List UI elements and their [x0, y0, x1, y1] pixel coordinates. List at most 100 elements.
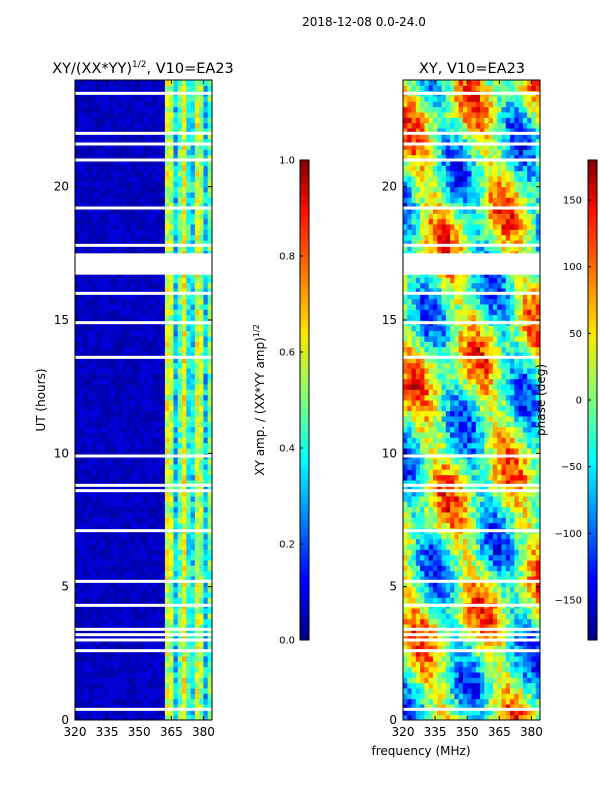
phase-cell: [497, 682, 502, 689]
amplitude-cell: [134, 570, 140, 577]
amplitude-cell: [147, 165, 153, 172]
amplitude-cell: [126, 341, 132, 348]
amplitude-cell: [199, 378, 204, 385]
amplitude-cell: [203, 394, 209, 401]
amplitude-cell: [186, 80, 192, 86]
amplitude-cell: [203, 128, 209, 134]
amplitude-cell: [87, 304, 93, 310]
amplitude-cell: [143, 346, 149, 353]
amplitude-cell: [147, 240, 153, 246]
phase-cell: [407, 586, 413, 593]
amplitude-cell: [75, 704, 80, 710]
amplitude-cell: [117, 554, 123, 561]
amplitude-cell: [207, 394, 213, 401]
phase-cell: [432, 698, 438, 705]
amplitude-cell: [117, 709, 123, 716]
amplitude-cell: [75, 709, 80, 716]
phase-cell: [510, 682, 515, 689]
phase-cell: [531, 666, 537, 673]
amplitude-cell: [139, 592, 144, 598]
amplitude-cell: [134, 666, 140, 673]
phase-cell: [531, 650, 537, 657]
phase-cell: [411, 560, 417, 566]
amplitude-cell: [173, 144, 179, 150]
amplitude-cell: [207, 560, 213, 566]
amplitude-cell: [207, 522, 213, 529]
phase-cell: [514, 624, 520, 630]
amplitude-masked-row: [75, 489, 212, 493]
amplitude-cell: [130, 389, 136, 396]
amplitude-cell: [79, 618, 85, 625]
amplitude-cell: [186, 688, 192, 694]
phase-cell: [484, 682, 490, 689]
amplitude-cell: [173, 341, 179, 348]
amplitude-cell: [92, 154, 97, 161]
phase-cell: [462, 618, 468, 625]
phase-cell: [411, 709, 417, 716]
amplitude-cell: [109, 373, 115, 380]
phase-cell: [415, 592, 421, 598]
phase-cell: [531, 629, 537, 636]
amplitude-cell: [169, 192, 174, 198]
amplitude-cell: [126, 634, 132, 641]
amplitude-cell: [139, 645, 144, 652]
phase-cell: [458, 549, 464, 556]
amplitude-cell: [182, 197, 187, 204]
amplitude-cell: [83, 597, 89, 604]
amplitude-cell: [104, 672, 110, 678]
amplitude-cell: [122, 245, 127, 252]
amplitude-cell: [152, 325, 157, 332]
phase-cell: [432, 565, 438, 572]
amplitude-cell: [126, 234, 132, 241]
amplitude-cell: [177, 352, 183, 358]
amplitude-cell: [87, 501, 93, 508]
phase-cell: [518, 650, 524, 657]
amplitude-cell: [87, 341, 93, 348]
amplitude-cell: [194, 426, 200, 433]
phase-cell: [497, 677, 502, 684]
amplitude-cell: [79, 517, 85, 524]
amplitude-cell: [169, 586, 174, 593]
amplitude-cell: [143, 373, 149, 380]
amplitude-cell: [156, 608, 162, 614]
amplitude-cell: [164, 634, 170, 641]
phase-cell: [518, 565, 524, 572]
amplitude-cell: [83, 298, 89, 305]
amplitude-cell: [207, 240, 213, 246]
phase-cell: [467, 586, 472, 593]
amplitude-cell: [87, 133, 93, 140]
amplitude-cell: [147, 394, 153, 401]
amplitude-cell: [83, 576, 89, 582]
amplitude-cell: [164, 277, 170, 284]
phase-cell: [497, 624, 502, 630]
phase-cell: [441, 661, 447, 668]
amplitude-cell: [194, 378, 200, 385]
amplitude-cell: [109, 501, 115, 508]
amplitude-cell: [113, 314, 119, 321]
phase-cell: [531, 592, 537, 598]
amplitude-cell: [156, 170, 162, 177]
amplitude-cell: [143, 645, 149, 652]
amplitude-cell: [104, 218, 110, 225]
phase-cell: [462, 677, 468, 684]
amplitude-cell: [203, 138, 209, 145]
amplitude-cell: [203, 698, 209, 705]
amplitude-cell: [79, 522, 85, 529]
phase-cell: [420, 608, 425, 614]
phase-cell: [505, 624, 511, 630]
amplitude-cell: [173, 677, 179, 684]
amplitude-cell: [147, 496, 153, 502]
amplitude-cell: [87, 709, 93, 716]
amplitude-cell: [199, 389, 204, 396]
amplitude-cell: [190, 352, 196, 358]
amplitude-masked-row: [75, 649, 212, 653]
amplitude-cell: [152, 480, 157, 486]
amplitude-cell: [96, 80, 102, 86]
amplitude-cell: [143, 352, 149, 358]
amplitude-cell: [126, 400, 132, 406]
amplitude-cell: [199, 405, 204, 412]
amplitude-cell: [109, 485, 115, 492]
amplitude-cell: [100, 512, 106, 518]
amplitude-cell: [87, 490, 93, 497]
amplitude-cell: [134, 693, 140, 700]
